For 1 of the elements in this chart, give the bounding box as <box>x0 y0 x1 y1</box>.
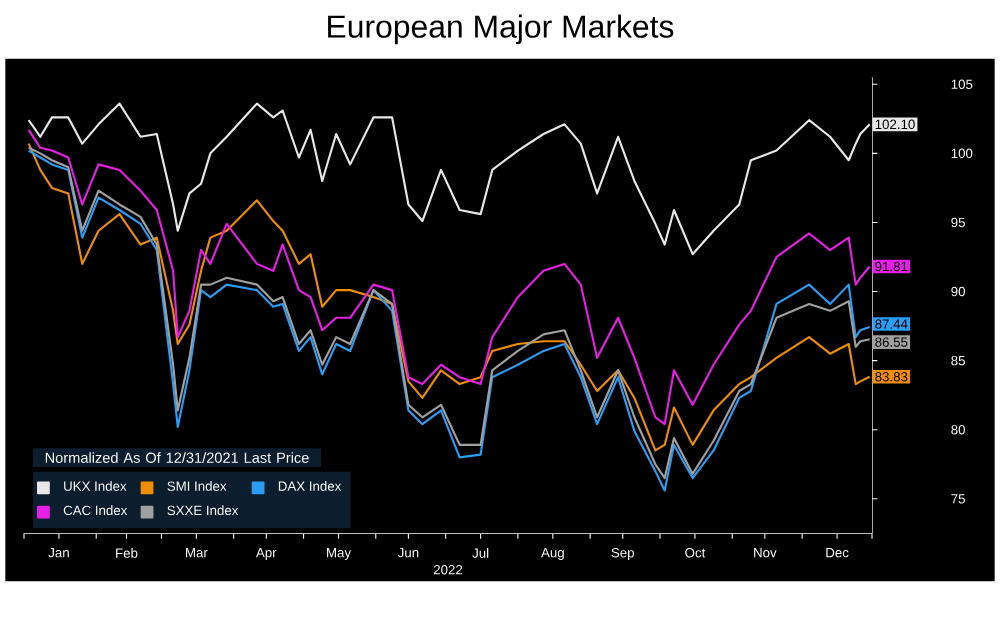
chart-title: European Major Markets <box>328 14 674 45</box>
